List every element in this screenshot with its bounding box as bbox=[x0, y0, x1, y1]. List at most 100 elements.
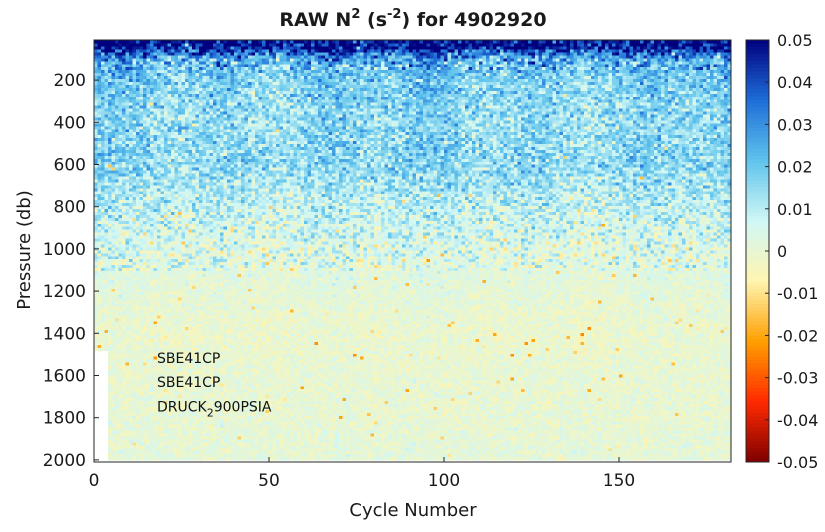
heatmap-cell bbox=[132, 365, 137, 369]
heatmap-cell bbox=[185, 220, 189, 225]
heatmap-cell bbox=[195, 403, 200, 408]
heatmap-cell bbox=[146, 318, 151, 322]
heatmap-cell bbox=[171, 327, 175, 331]
heatmap-cell bbox=[171, 135, 175, 139]
heatmap-cell bbox=[216, 152, 221, 157]
heatmap-cell bbox=[118, 90, 123, 95]
heatmap-cell bbox=[136, 102, 140, 106]
heatmap-cell bbox=[97, 229, 102, 233]
heatmap-cell bbox=[150, 182, 154, 186]
heatmap-cell bbox=[94, 99, 98, 103]
heatmap-cell bbox=[104, 149, 109, 154]
heatmap-cell bbox=[195, 226, 200, 230]
heatmap-cell bbox=[195, 442, 200, 446]
heatmap-cell bbox=[94, 52, 98, 56]
heatmap-cell bbox=[195, 333, 200, 337]
heatmap-cell bbox=[171, 200, 175, 204]
heatmap-cell bbox=[206, 67, 210, 71]
heatmap-cell bbox=[167, 46, 172, 50]
heatmap-cell bbox=[188, 111, 193, 115]
heatmap-cell bbox=[174, 247, 179, 251]
heatmap-cell bbox=[160, 144, 165, 148]
heatmap-cell bbox=[118, 306, 123, 310]
heatmap-cell bbox=[97, 138, 102, 142]
heatmap-cell bbox=[111, 403, 116, 408]
heatmap-cell bbox=[195, 132, 200, 136]
heatmap-cell bbox=[199, 256, 203, 260]
heatmap-cell bbox=[171, 67, 175, 71]
heatmap-cell bbox=[111, 146, 116, 151]
heatmap-cell bbox=[188, 161, 193, 165]
heatmap-cell bbox=[101, 232, 105, 236]
heatmap-cell bbox=[118, 167, 123, 171]
heatmap-cell bbox=[178, 336, 182, 340]
heatmap-cell bbox=[192, 324, 196, 328]
heatmap-cell bbox=[178, 197, 182, 201]
heatmap-cell bbox=[206, 76, 210, 80]
heatmap-cell bbox=[206, 114, 210, 118]
heatmap-cell bbox=[181, 259, 186, 263]
heatmap-cell bbox=[111, 46, 116, 50]
heatmap-cell bbox=[178, 436, 182, 440]
heatmap-cell bbox=[199, 383, 203, 387]
heatmap-cell bbox=[94, 211, 98, 216]
heatmap-cell bbox=[115, 114, 119, 118]
heatmap-cell bbox=[171, 170, 175, 174]
heatmap-cell bbox=[97, 129, 102, 133]
heatmap-cell bbox=[195, 152, 200, 157]
heatmap-cell bbox=[139, 188, 144, 192]
heatmap-cell bbox=[195, 318, 200, 322]
heatmap-cell bbox=[209, 285, 214, 290]
heatmap-cell bbox=[192, 338, 196, 343]
heatmap-cell bbox=[139, 350, 144, 355]
heatmap-cell bbox=[157, 392, 161, 396]
heatmap-cell bbox=[157, 386, 161, 390]
heatmap-cell bbox=[185, 300, 189, 304]
heatmap-cell bbox=[146, 81, 151, 86]
heatmap-cell bbox=[94, 93, 98, 98]
heatmap-cell bbox=[199, 135, 203, 139]
heatmap-cell bbox=[188, 300, 193, 304]
heatmap-cell bbox=[216, 61, 221, 65]
heatmap-cell bbox=[97, 321, 102, 325]
heatmap-cell bbox=[213, 99, 217, 103]
heatmap-cell bbox=[132, 96, 137, 101]
heatmap-cell bbox=[111, 439, 116, 443]
heatmap-cell bbox=[213, 300, 217, 304]
heatmap-cell bbox=[143, 179, 147, 183]
heatmap-cell bbox=[160, 64, 165, 68]
heatmap-cell bbox=[104, 52, 109, 56]
heatmap-cell bbox=[153, 170, 158, 174]
heatmap-cell bbox=[171, 161, 175, 165]
heatmap-cell bbox=[185, 377, 189, 381]
heatmap-cell bbox=[150, 300, 154, 304]
heatmap-cell bbox=[164, 356, 168, 360]
heatmap-cell bbox=[122, 220, 126, 225]
heatmap-cell bbox=[157, 238, 161, 242]
heatmap-cell bbox=[132, 418, 137, 422]
heatmap-cell bbox=[209, 359, 214, 363]
heatmap-cell bbox=[167, 336, 172, 340]
heatmap-cell bbox=[185, 350, 189, 355]
heatmap-cell bbox=[150, 338, 154, 343]
heatmap-cell bbox=[132, 401, 137, 405]
heatmap-cell bbox=[125, 87, 130, 92]
heatmap-cell bbox=[108, 418, 112, 422]
heatmap-cell bbox=[94, 81, 98, 86]
heatmap-cell bbox=[181, 229, 186, 233]
heatmap-cell bbox=[118, 457, 123, 461]
heatmap-cell bbox=[206, 191, 210, 195]
heatmap-cell bbox=[157, 188, 161, 192]
heatmap-cell bbox=[192, 155, 196, 160]
heatmap-cell bbox=[111, 90, 116, 95]
heatmap-cell bbox=[97, 253, 102, 257]
heatmap-cell bbox=[174, 90, 179, 95]
heatmap-cell bbox=[146, 380, 151, 384]
heatmap-cell bbox=[101, 300, 105, 304]
heatmap-cell bbox=[146, 324, 151, 328]
heatmap-cell bbox=[101, 111, 105, 115]
heatmap-cell bbox=[160, 457, 165, 461]
heatmap-cell bbox=[111, 76, 116, 80]
heatmap-cell bbox=[202, 324, 207, 328]
heatmap-cell bbox=[188, 398, 193, 402]
